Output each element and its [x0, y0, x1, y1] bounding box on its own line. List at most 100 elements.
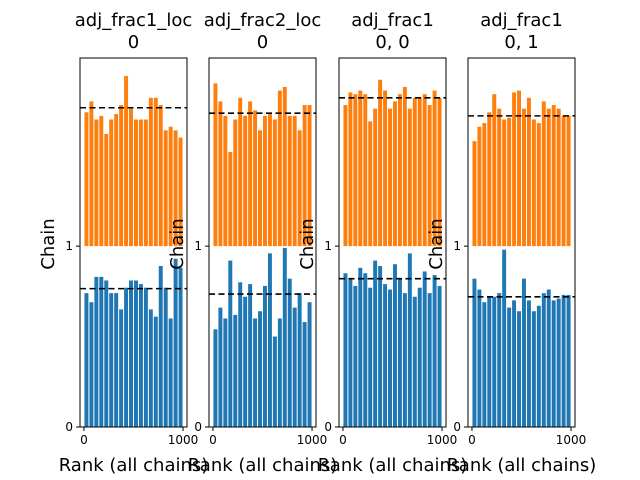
- bar-p3-s1-3: [487, 112, 492, 247]
- bar-p1-s0-6: [243, 296, 248, 427]
- x-axis-label-p1: Rank (all chains): [188, 455, 338, 476]
- bar-p3-s0-14: [541, 293, 546, 427]
- bar-p3-s0-6: [502, 249, 507, 427]
- bar-p3-s1-0: [472, 141, 477, 247]
- bar-p0-s1-7: [119, 105, 124, 247]
- bar-p0-s1-8: [124, 76, 129, 247]
- bar-p0-s1-2: [94, 119, 99, 247]
- bar-p3-s0-10: [521, 278, 526, 427]
- bar-p2-s0-14: [412, 296, 417, 427]
- bar-p2-s0-6: [373, 260, 378, 427]
- panel-title-p0-line1: 0: [128, 32, 139, 53]
- y-axis-label-p1: Chain: [167, 218, 188, 269]
- panel-title-p2-line0: adj_frac1: [351, 10, 434, 31]
- bar-p1-s0-5: [238, 282, 243, 427]
- bar-p3-s1-6: [502, 119, 507, 247]
- bar-p0-s1-19: [178, 137, 183, 247]
- bar-p0-s0-1: [89, 302, 94, 427]
- bar-p0-s1-0: [84, 112, 89, 247]
- bar-p0-s0-16: [163, 287, 168, 427]
- bar-p0-s1-4: [104, 133, 109, 247]
- x-axis-label-p2: Rank (all chains): [318, 455, 468, 476]
- bar-p2-s0-12: [402, 293, 407, 427]
- xtick-label-p0-1: 1000: [168, 433, 199, 447]
- bar-p2-s1-10: [392, 101, 397, 247]
- bar-p2-s0-16: [422, 271, 427, 427]
- x-axis-label-p0: Rank (all chains): [59, 455, 209, 476]
- bar-p0-s0-15: [158, 266, 163, 427]
- xtick-label-p2-1: 1000: [427, 433, 458, 447]
- bar-p3-s1-17: [556, 108, 561, 247]
- bar-p2-s1-6: [373, 108, 378, 247]
- bar-p0-s1-11: [138, 119, 143, 247]
- axes-frame-p2: [338, 57, 447, 428]
- bar-p3-s0-0: [472, 278, 477, 427]
- ytick-label-p2-1: 1: [324, 239, 332, 253]
- bar-p1-s0-10: [262, 285, 267, 427]
- ytick-label-p0-1: 1: [65, 239, 73, 253]
- bar-p2-s0-0: [343, 273, 348, 427]
- bar-p2-s1-9: [388, 108, 393, 247]
- bar-p1-s1-3: [228, 152, 233, 247]
- ytick-label-p2-0: 0: [324, 420, 332, 434]
- bar-p0-s1-13: [148, 97, 153, 247]
- bar-p0-s0-8: [124, 287, 129, 427]
- bar-p1-s0-3: [228, 260, 233, 427]
- bar-p1-s1-19: [307, 105, 312, 247]
- bar-p1-s1-9: [258, 130, 263, 247]
- bar-p3-s1-13: [536, 123, 541, 247]
- bar-p1-s1-8: [253, 110, 258, 247]
- bar-p3-s1-19: [566, 115, 571, 247]
- bar-p0-s1-16: [163, 130, 168, 247]
- bar-p0-s1-15: [158, 105, 163, 247]
- bar-p1-s1-18: [302, 105, 307, 247]
- bar-p3-s0-2: [482, 302, 487, 427]
- bar-p3-s0-7: [507, 307, 512, 427]
- panel-title-p1-line0: adj_frac2_loc: [204, 10, 321, 31]
- bar-p2-s0-5: [368, 287, 373, 427]
- y-axis-label-p0: Chain: [38, 218, 59, 269]
- bar-p3-s1-16: [551, 105, 556, 247]
- bar-p0-s0-18: [173, 258, 178, 427]
- bar-p2-s0-1: [348, 278, 353, 427]
- bar-p1-s1-7: [248, 101, 253, 247]
- bar-p1-s0-15: [287, 278, 292, 427]
- bar-p3-s1-9: [517, 90, 522, 247]
- bar-p3-s0-8: [512, 300, 517, 427]
- bar-p3-s1-12: [531, 119, 536, 247]
- bar-p1-s1-10: [262, 115, 267, 247]
- bar-p3-s0-15: [546, 289, 551, 427]
- bar-p3-s0-9: [517, 311, 522, 427]
- bar-p2-s1-19: [437, 97, 442, 247]
- bar-p1-s0-19: [307, 302, 312, 427]
- bar-p1-s1-6: [243, 115, 248, 247]
- ytick-label-p3-1: 1: [453, 239, 461, 253]
- bar-p2-s1-18: [432, 90, 437, 247]
- bar-p2-s0-10: [392, 264, 397, 427]
- bar-p0-s0-13: [148, 309, 153, 427]
- bar-p3-s0-16: [551, 300, 556, 427]
- bar-p0-s0-17: [168, 318, 173, 427]
- bar-p0-s0-11: [138, 284, 143, 427]
- bar-p1-s1-14: [282, 86, 287, 247]
- bar-p1-s0-18: [302, 322, 307, 427]
- bar-p1-s1-16: [292, 115, 297, 247]
- bar-p2-s1-11: [397, 94, 402, 247]
- bar-p1-s0-1: [218, 307, 223, 427]
- bar-p1-s0-2: [223, 318, 228, 427]
- bar-p3-s0-19: [566, 294, 571, 427]
- bar-p1-s1-15: [287, 115, 292, 247]
- bar-p2-s0-3: [358, 267, 363, 427]
- axes-frame-p3: [467, 57, 576, 428]
- bar-p2-s1-8: [383, 90, 388, 247]
- bar-p2-s0-4: [363, 273, 368, 427]
- bar-p2-s0-7: [378, 266, 383, 427]
- axes-frame-p1: [208, 57, 317, 428]
- bar-p1-s0-11: [267, 253, 272, 427]
- bar-p0-s1-10: [133, 119, 138, 247]
- bar-p1-s0-13: [277, 318, 282, 427]
- bar-p0-s0-10: [133, 280, 138, 427]
- panel-title-p3-line1: 0, 1: [504, 32, 538, 53]
- bar-p0-s1-17: [168, 126, 173, 247]
